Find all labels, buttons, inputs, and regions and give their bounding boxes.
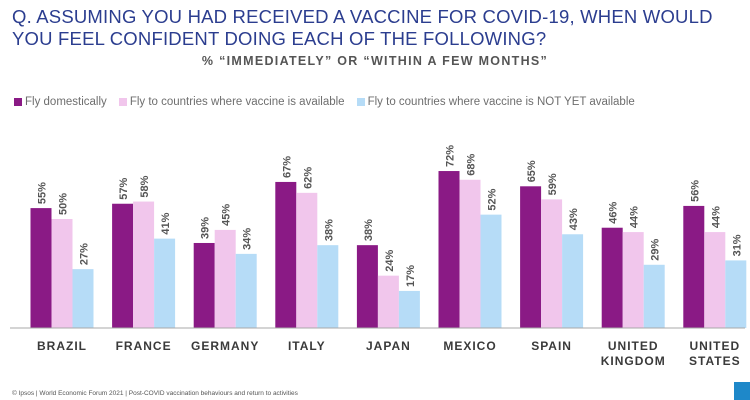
bar [438,171,460,328]
bar [296,192,318,328]
bar [683,205,705,328]
data-label: 67% [281,156,293,178]
data-label: 44% [629,206,641,228]
legend-item-fly-domestically: Fly domestically [14,96,107,108]
data-label: 62% [302,167,314,189]
data-label: 43% [568,208,580,230]
legend-item-fly-vaccine-available: Fly to countries where vaccine is availa… [118,96,345,108]
x-tick-label: FRANCE [116,339,172,353]
bar [214,229,236,328]
data-label: 58% [139,175,151,197]
bar [480,214,502,328]
data-label: 41% [160,212,172,234]
data-label: 65% [526,160,538,182]
bar [725,260,747,328]
data-label: 31% [731,234,743,256]
bar [275,181,297,328]
bar [704,232,726,328]
data-label: 59% [547,173,559,195]
legend-item-fly-vaccine-not-yet-available: Fly to countries where vaccine is NOT YE… [356,96,635,108]
x-tick-label: JAPAN [366,339,411,353]
bar [193,242,215,328]
bar [72,269,94,328]
x-tick-label: BRAZIL [37,339,87,353]
bar [377,275,399,328]
data-label: 52% [487,188,499,210]
x-tick-label: STATES [689,354,741,368]
x-tick-label: UNITED [608,339,659,353]
data-label: 68% [466,154,478,176]
bar [601,227,623,328]
bar [30,208,52,328]
legend: Fly domestically Fly to countries where … [14,96,744,108]
bar [356,245,378,328]
data-label: 45% [221,204,233,226]
data-label: 46% [608,201,620,223]
bar [398,290,420,328]
legend-label: Fly domestically [25,96,107,108]
x-tick-label: KINGDOM [601,354,666,368]
x-tick-label: SPAIN [531,339,572,353]
ipsos-logo [734,382,750,400]
data-label: 27% [79,243,91,265]
bar [112,203,134,328]
bar [459,179,481,328]
data-label: 44% [710,206,722,228]
legend-swatch [14,98,22,106]
data-label: 57% [118,178,130,200]
data-label: 72% [445,145,457,167]
x-tick-label: MEXICO [443,339,496,353]
legend-swatch [356,98,365,106]
x-tick-label: ITALY [288,339,326,353]
data-label: 56% [689,180,701,202]
bar [541,199,563,328]
data-label: 24% [384,249,396,271]
bar [643,264,665,328]
bar [133,201,155,328]
legend-swatch [118,98,127,106]
x-tick-label: UNITED [689,339,740,353]
bar [317,245,339,328]
legend-label: Fly to countries where vaccine is NOT YE… [367,96,635,108]
bar [235,253,257,328]
bar [51,219,73,328]
bar [562,234,584,328]
bar [622,232,644,328]
bar [520,186,542,328]
bar [154,238,176,328]
chart-subtitle: % “IMMEDIATELY” OR “WITHIN A FEW MONTHS” [201,54,549,68]
data-label: 17% [405,265,417,287]
data-label: 39% [200,217,212,239]
chart-title: Q. ASSUMING YOU HAD RECEIVED A VACCINE F… [12,6,713,49]
data-label: 38% [363,219,375,241]
legend-label: Fly to countries where vaccine is availa… [129,96,345,108]
data-label: 55% [37,182,49,204]
data-label: 38% [323,219,335,241]
footer-source: © Ipsos | World Economic Forum 2021 | Po… [12,390,298,397]
data-label: 50% [58,193,70,215]
x-tick-label: GERMANY [191,339,259,353]
data-label: 34% [242,228,254,250]
data-label: 29% [650,239,662,261]
